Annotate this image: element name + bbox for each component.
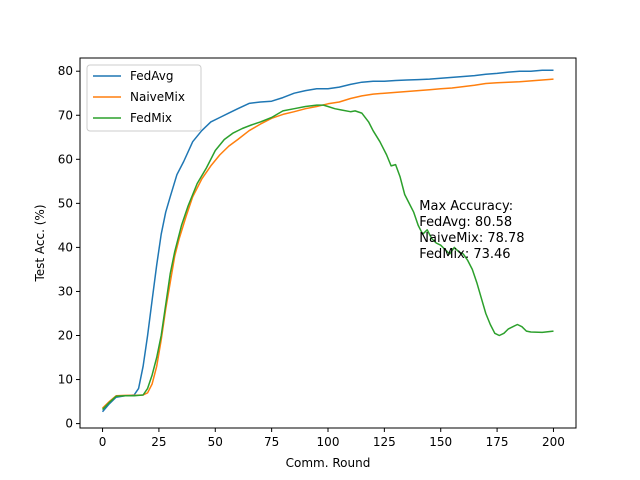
annotation-line: FedMix: 73.46: [419, 247, 510, 262]
x-tick-label: 175: [486, 435, 509, 449]
series-lines: [101, 69, 554, 413]
series-line-naivemix: [101, 78, 554, 409]
y-tick-label: 80: [58, 64, 73, 78]
y-tick-label: 60: [58, 152, 73, 166]
x-tick-label: 25: [151, 435, 166, 449]
x-tick-label: 200: [542, 435, 565, 449]
y-tick-label: 70: [58, 108, 73, 122]
y-tick-label: 40: [58, 240, 73, 254]
y-tick-label: 50: [58, 196, 73, 210]
y-tick-label: 0: [65, 417, 73, 431]
x-tick-label: 150: [429, 435, 452, 449]
x-tick-label: 0: [99, 435, 107, 449]
y-axis-label: Test Acc. (%): [33, 204, 47, 282]
legend-label-fedmix: FedMix: [130, 111, 172, 125]
legend-box: [86, 64, 202, 132]
annotation-line: FedAvg: 80.58: [419, 215, 512, 230]
x-axis-ticks: 0 25 50 75 100 125 150 175 200: [99, 428, 565, 449]
y-tick-label: 30: [58, 284, 73, 298]
x-tick-label: 75: [264, 435, 279, 449]
annotation-line: NaiveMix: 78.78: [419, 231, 524, 246]
y-tick-label: 20: [58, 329, 73, 343]
legend-label-naivemix: NaiveMix: [130, 90, 185, 104]
x-tick-label: 125: [373, 435, 396, 449]
x-tick-label: 50: [208, 435, 223, 449]
y-axis-ticks: 0 10 20 30 40 50 60 70 80: [58, 64, 80, 431]
series-line-fedavg: [101, 69, 554, 413]
series-line-fedmix: [101, 104, 554, 411]
x-tick-label: 100: [317, 435, 340, 449]
annotation-line: Max Accuracy:: [419, 199, 513, 214]
legend: FedAvg NaiveMix FedMix: [86, 64, 202, 132]
legend-label-fedavg: FedAvg: [130, 69, 173, 83]
x-axis-label: Comm. Round: [286, 456, 371, 470]
y-tick-label: 10: [58, 373, 73, 387]
